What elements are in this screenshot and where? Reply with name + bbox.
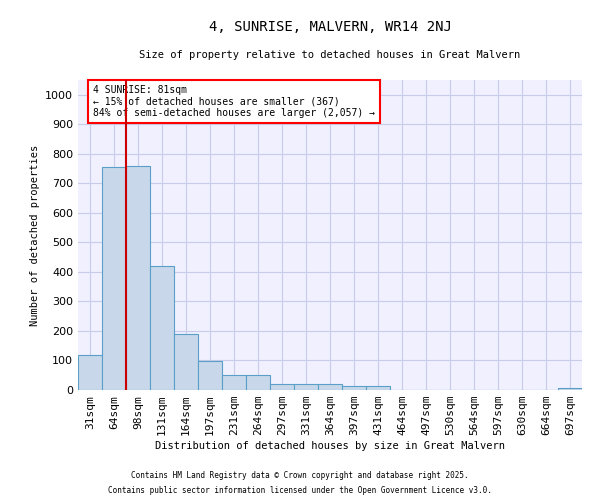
Text: Contains public sector information licensed under the Open Government Licence v3: Contains public sector information licen… [108,486,492,495]
Text: Size of property relative to detached houses in Great Malvern: Size of property relative to detached ho… [139,50,521,60]
Bar [126,166,150,390]
Text: Contains HM Land Registry data © Crown copyright and database right 2025.: Contains HM Land Registry data © Crown c… [131,471,469,480]
Bar [366,386,390,390]
Text: 4 SUNRISE: 81sqm
← 15% of detached houses are smaller (367)
84% of semi-detached: 4 SUNRISE: 81sqm ← 15% of detached house… [93,84,375,118]
Bar [78,356,102,390]
Y-axis label: Number of detached properties: Number of detached properties [29,144,40,326]
Bar [318,384,342,390]
Bar [270,384,294,390]
Bar [102,167,126,390]
X-axis label: Distribution of detached houses by size in Great Malvern: Distribution of detached houses by size … [155,441,505,451]
Text: 4, SUNRISE, MALVERN, WR14 2NJ: 4, SUNRISE, MALVERN, WR14 2NJ [209,20,451,34]
Bar [294,384,318,390]
Bar [558,388,582,390]
Bar [198,362,222,390]
Bar [174,334,198,390]
Bar [246,375,270,390]
Bar [342,386,366,390]
Bar [222,375,246,390]
Bar [150,266,174,390]
